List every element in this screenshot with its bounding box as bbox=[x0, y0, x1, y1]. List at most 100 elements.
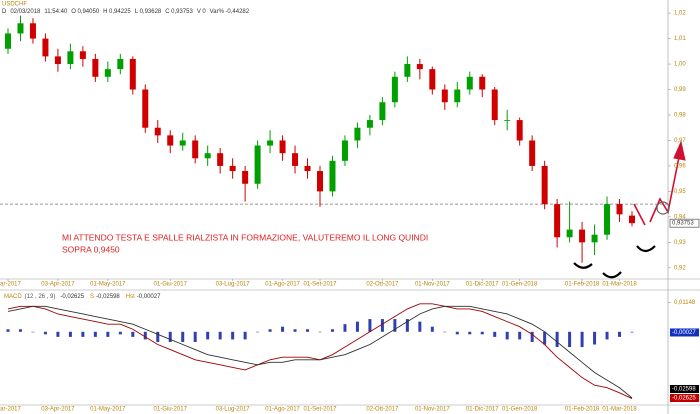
x-tick-label: 01-Feb-2018 bbox=[565, 282, 600, 288]
histogram-bar bbox=[468, 331, 472, 335]
macd-field: MACD bbox=[4, 294, 22, 300]
shoulder-curve bbox=[636, 245, 656, 253]
header-field: Var% bbox=[210, 9, 225, 15]
y-tick-label: 0,94 bbox=[674, 214, 686, 220]
x-tick-label: 01-Giu-2017 bbox=[154, 407, 188, 413]
histogram-bar bbox=[231, 331, 235, 340]
candle-body bbox=[267, 140, 274, 146]
x-tick-label: 01-Set-2017 bbox=[303, 282, 337, 288]
histogram-bar bbox=[580, 331, 584, 348]
value-box bbox=[670, 394, 699, 402]
candle-body bbox=[479, 76, 486, 90]
histogram-bar bbox=[256, 331, 260, 333]
y-tick-label: 0,96 bbox=[674, 164, 686, 170]
candle-body bbox=[229, 165, 236, 172]
histogram-bar bbox=[131, 331, 135, 337]
x-tick-label: 01-Gen-2018 bbox=[502, 407, 538, 413]
candle-body bbox=[242, 171, 249, 184]
macd-line bbox=[7, 305, 633, 399]
candle-body bbox=[516, 120, 523, 141]
y-tick-label: 0,95 bbox=[674, 189, 686, 195]
x-tick-label: 01-Mar-2018 bbox=[602, 282, 637, 288]
value-label: -0,02625 bbox=[672, 396, 696, 402]
histogram-bar bbox=[56, 331, 60, 337]
candle-body bbox=[429, 69, 436, 90]
header-field: 02/03/2018 bbox=[10, 9, 41, 15]
candle-body bbox=[529, 140, 536, 166]
candle-body bbox=[117, 58, 124, 70]
histogram-bar bbox=[443, 331, 447, 333]
arrow-line bbox=[633, 203, 646, 226]
histogram-bar bbox=[430, 326, 434, 332]
x-tick-label: 01-May-2017 bbox=[90, 407, 126, 413]
candle-body bbox=[17, 23, 24, 34]
header-text: D 02/03/2018 11:54:40 O 0,94050 H 0,94225 L 0,93… bbox=[2, 9, 250, 15]
histogram-bar bbox=[343, 324, 347, 332]
histogram-bar bbox=[306, 329, 310, 332]
header-field: 0 bbox=[202, 9, 206, 15]
x-tick-label: 03-Apr-2017 bbox=[41, 282, 75, 288]
candle-body bbox=[54, 56, 61, 65]
candle-body bbox=[317, 171, 323, 192]
candle-body bbox=[167, 135, 174, 146]
histogram-bar bbox=[568, 331, 572, 348]
macd-field: Hst bbox=[126, 294, 135, 300]
histogram-bar bbox=[605, 331, 609, 340]
histogram-bar bbox=[243, 331, 247, 340]
header-field: H bbox=[103, 9, 107, 15]
histogram-bar bbox=[593, 331, 597, 345]
histogram-bar bbox=[393, 319, 397, 332]
histogram-bar bbox=[93, 331, 97, 337]
candle-body bbox=[591, 234, 598, 243]
header-field: O bbox=[71, 9, 76, 15]
histogram-bar bbox=[518, 331, 522, 340]
candle-body bbox=[104, 69, 111, 77]
candle-body bbox=[554, 204, 561, 238]
candle-body bbox=[292, 153, 299, 166]
histogram-bar bbox=[68, 331, 72, 337]
x-tick-label: 01-Dic-2017 bbox=[466, 282, 499, 288]
x-tick-label: 02-Ott-2017 bbox=[366, 282, 399, 288]
x-tick-label: 01-Gen-2018 bbox=[502, 282, 538, 288]
value-box bbox=[670, 328, 699, 337]
histogram-bar bbox=[330, 329, 334, 332]
histogram-bar bbox=[618, 331, 622, 337]
candle-body bbox=[416, 64, 423, 70]
price-box bbox=[669, 218, 700, 228]
candle-body bbox=[604, 204, 611, 235]
candle-body bbox=[566, 229, 573, 238]
head-curve bbox=[602, 271, 622, 279]
histogram-bar bbox=[31, 331, 35, 333]
circle-mark bbox=[656, 201, 670, 215]
header: D 02/03/2018 11:54:40 O 0,94050 H 0,94225 L 0,93… bbox=[2, 9, 250, 15]
macd-field: -0,02625 bbox=[60, 294, 84, 300]
candle-body bbox=[379, 102, 386, 121]
x-tick-label: 01-Ago-2017 bbox=[265, 282, 300, 288]
candle-body bbox=[5, 33, 11, 49]
candle-body bbox=[67, 51, 74, 65]
histogram-bar bbox=[268, 329, 272, 332]
x-tick-label: 03-Lug-2017 bbox=[216, 407, 251, 413]
histogram-bar bbox=[156, 331, 160, 342]
macd-field: -0,00027 bbox=[137, 294, 161, 300]
histogram-bar bbox=[405, 319, 409, 332]
header-field: 0,93753 bbox=[171, 9, 193, 15]
value-label: -0,02598 bbox=[672, 387, 696, 393]
histogram-bar bbox=[106, 331, 110, 337]
candle-body bbox=[42, 38, 49, 57]
candle-body bbox=[391, 76, 398, 103]
candle-body bbox=[129, 58, 136, 90]
candle-body bbox=[466, 76, 473, 90]
y-tick-label: 1,00 bbox=[674, 62, 686, 68]
header-field: 0,94050 bbox=[77, 9, 99, 15]
candle-body bbox=[79, 51, 86, 59]
x-tick-label: 01-Set-2017 bbox=[303, 407, 337, 413]
y-tick-label: 0,98 bbox=[674, 113, 686, 119]
annotation: MI ATTENDO TESTA E SPALLE RIALZISTA IN F… bbox=[62, 232, 428, 242]
x-tick-label: 01-Feb-2018 bbox=[565, 407, 600, 413]
drawings bbox=[573, 140, 686, 279]
symbol: USDCHF bbox=[2, 2, 27, 8]
candle-body bbox=[504, 120, 511, 121]
histogram-bar bbox=[293, 329, 297, 332]
